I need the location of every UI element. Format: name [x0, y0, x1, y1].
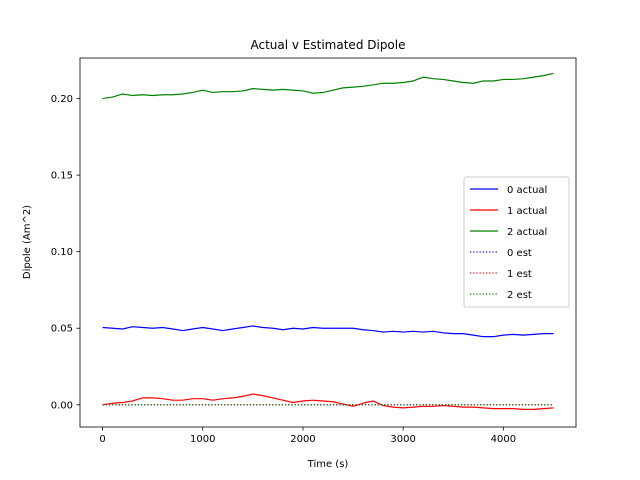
- series-line-1-actual: [102, 393, 554, 410]
- legend-label: 1 est: [507, 269, 532, 280]
- x-tick-label: 0: [99, 434, 105, 445]
- legend-label: 1 actual: [507, 206, 547, 217]
- x-axis-label: Time (s): [307, 459, 349, 470]
- y-axis: 0.00 0.05 0.10 0.15 0.20: [51, 94, 80, 411]
- legend-label: 0 est: [507, 248, 532, 259]
- legend-label: 2 actual: [507, 227, 547, 238]
- legend-box: [463, 176, 570, 308]
- series-group: [102, 72, 554, 410]
- y-tick-label: 0.10: [51, 247, 73, 258]
- chart-title: Actual v Estimated Dipole: [250, 38, 405, 52]
- x-tick-label: 4000: [491, 434, 516, 445]
- x-tick-label: 2000: [290, 434, 315, 445]
- series-line-2-actual: [102, 72, 554, 100]
- x-tick-label: 1000: [190, 434, 215, 445]
- legend-label: 0 actual: [507, 185, 547, 196]
- axes-frame: [79, 57, 577, 428]
- y-tick-label: 0.05: [51, 324, 73, 335]
- legend-label: 2 est: [507, 290, 532, 301]
- legend: 0 actual 1 actual 2 actual 0 est 1 est 2 est: [463, 176, 570, 308]
- series-line-0-actual: [102, 325, 554, 338]
- x-axis: 0 1000 2000 3000 4000: [99, 427, 516, 445]
- x-tick-label: 3000: [390, 434, 415, 445]
- y-tick-label: 0.20: [51, 94, 73, 105]
- y-tick-label: 0.00: [51, 400, 73, 411]
- y-tick-label: 0.15: [51, 171, 73, 182]
- plot-area: [79, 57, 577, 428]
- y-axis-label: Dipole (Am^2): [22, 205, 33, 279]
